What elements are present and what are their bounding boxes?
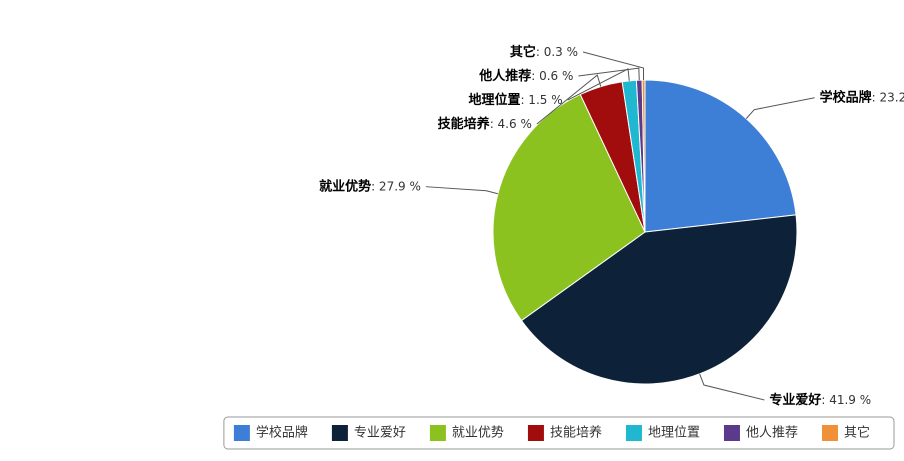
- data-label: 专业爱好: 41.9 %: [769, 391, 871, 407]
- label-connector: [567, 68, 630, 101]
- legend-swatch[interactable]: [723, 425, 740, 441]
- legend-swatch[interactable]: [625, 425, 642, 441]
- label-connector: [578, 67, 640, 81]
- label-name: 其它: [510, 44, 536, 60]
- label-connector: [699, 373, 765, 401]
- label-value: : 23.2 %: [872, 90, 904, 104]
- label-connector: [425, 186, 499, 195]
- legend-text[interactable]: 地理位置: [648, 426, 700, 441]
- legend-swatch[interactable]: [233, 425, 250, 441]
- label-name: 学校品牌: [820, 89, 872, 105]
- label-name: 他人推荐: [478, 68, 531, 84]
- label-connector: [582, 51, 645, 81]
- legend-text[interactable]: 专业爱好: [354, 426, 406, 441]
- legend-swatch[interactable]: [527, 425, 544, 441]
- label-value: : 27.9 %: [371, 179, 421, 193]
- data-label: 技能培养: 4.6 %: [438, 116, 532, 132]
- legend-text[interactable]: 学校品牌: [256, 425, 308, 441]
- data-label: 他人推荐: 0.6 %: [478, 68, 573, 84]
- label-value: : 4.6 %: [490, 117, 532, 131]
- legend-text[interactable]: 其它: [844, 425, 870, 441]
- legend: 学校品牌 专业爱好 就业优势 技能培养 地理位置 他人推荐 其它: [223, 416, 895, 450]
- label-value: : 0.3 %: [536, 45, 578, 59]
- pie: [492, 79, 798, 385]
- legend-text[interactable]: 就业优势: [452, 425, 504, 441]
- legend-swatch[interactable]: [821, 425, 838, 441]
- label-name: 就业优势: [319, 178, 371, 194]
- label-name: 技能培养: [438, 116, 491, 132]
- data-labels: 学校品牌: 23.2 % 专业爱好: 41.9 % 就业优势: 27.9 % 技能培养…: [319, 44, 904, 408]
- legend-text[interactable]: 他人推荐: [746, 426, 798, 441]
- pie-slice: [520, 214, 798, 385]
- label-value: : 1.5 %: [520, 93, 562, 107]
- label-name: 地理位置: [468, 92, 520, 108]
- data-label: 就业优势: 27.9 %: [319, 178, 421, 194]
- label-name: 专业爱好: [769, 391, 821, 407]
- label-value: : 41.9 %: [821, 392, 871, 406]
- data-label: 地理位置: 1.5 %: [468, 92, 562, 108]
- label-connector: [536, 74, 602, 125]
- label-value: : 0.6 %: [531, 69, 573, 83]
- legend-swatch[interactable]: [331, 425, 348, 441]
- legend-text[interactable]: 技能培养: [550, 425, 602, 441]
- data-label: 学校品牌: 23.2 %: [820, 89, 904, 105]
- legend-swatch[interactable]: [429, 425, 446, 441]
- label-connector: [745, 97, 815, 119]
- pie-slice: [644, 79, 797, 233]
- data-label: 其它: 0.3 %: [510, 44, 578, 60]
